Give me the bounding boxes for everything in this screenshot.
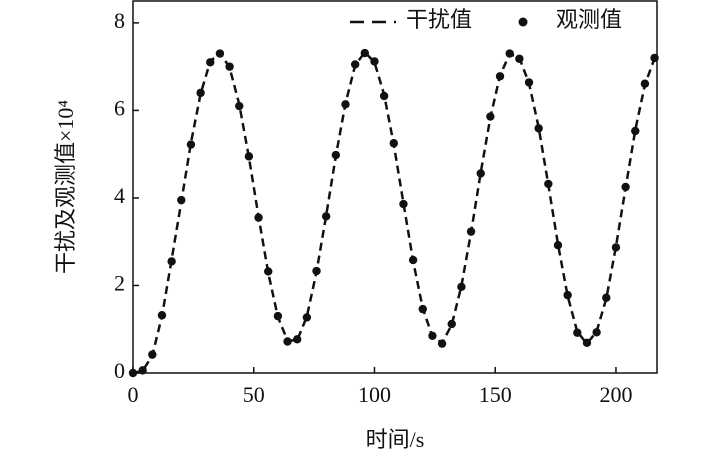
y-tick-label: 8 xyxy=(114,8,125,33)
point xyxy=(196,88,205,98)
legend-label: 观测值 xyxy=(556,7,622,32)
point xyxy=(466,227,476,236)
point xyxy=(225,62,234,71)
point xyxy=(293,335,302,344)
point xyxy=(437,339,447,348)
point xyxy=(331,150,341,160)
point xyxy=(495,72,505,81)
point xyxy=(563,290,572,300)
point xyxy=(321,212,331,221)
point xyxy=(505,49,514,58)
point xyxy=(138,366,147,375)
point xyxy=(264,267,273,276)
point xyxy=(350,60,360,69)
point xyxy=(476,169,485,178)
point xyxy=(524,78,534,87)
plot-frame xyxy=(132,0,658,374)
point xyxy=(235,101,244,111)
point xyxy=(157,311,167,320)
point xyxy=(244,152,254,161)
point xyxy=(254,213,263,222)
point xyxy=(611,243,621,252)
y-tick-label: 2 xyxy=(114,271,125,296)
x-tick-label: 50 xyxy=(243,382,265,407)
x-tick-label: 100 xyxy=(358,382,391,407)
point xyxy=(215,49,225,58)
point xyxy=(515,54,524,63)
point xyxy=(302,313,312,322)
y-tick-label: 0 xyxy=(114,358,125,383)
point xyxy=(582,338,592,348)
y-tick-label: 6 xyxy=(114,95,125,120)
point xyxy=(631,126,640,136)
legend-label: 干扰值 xyxy=(406,7,472,32)
point xyxy=(167,257,176,266)
y-tick-label: 4 xyxy=(114,183,125,208)
point xyxy=(186,140,196,149)
point xyxy=(602,293,611,302)
point xyxy=(553,241,563,250)
point xyxy=(573,328,582,337)
point xyxy=(312,266,321,276)
point xyxy=(418,304,427,314)
point xyxy=(379,91,389,101)
point xyxy=(447,319,456,329)
point xyxy=(360,48,370,58)
x-axis-label: 时间/s xyxy=(366,427,425,452)
point xyxy=(389,139,398,148)
point xyxy=(428,331,437,340)
point xyxy=(148,350,157,359)
point xyxy=(544,179,553,189)
point xyxy=(370,57,379,66)
y-axis-label: 干扰及观测值×10⁴ xyxy=(53,100,78,274)
point xyxy=(408,255,418,265)
point xyxy=(592,328,601,337)
x-tick-label: 150 xyxy=(479,382,512,407)
point xyxy=(621,182,630,192)
point xyxy=(206,58,215,67)
point xyxy=(534,124,543,133)
point xyxy=(457,282,466,291)
point xyxy=(640,79,650,88)
line xyxy=(132,50,656,375)
point xyxy=(273,311,283,321)
point xyxy=(177,195,186,205)
x-tick-label: 200 xyxy=(599,382,632,407)
point xyxy=(128,368,138,378)
point xyxy=(399,199,408,209)
point xyxy=(283,337,292,346)
point xyxy=(341,100,350,109)
point xyxy=(486,112,495,121)
legend-dot xyxy=(518,17,528,27)
x-tick-label: 0 xyxy=(128,382,139,407)
point xyxy=(650,53,659,63)
